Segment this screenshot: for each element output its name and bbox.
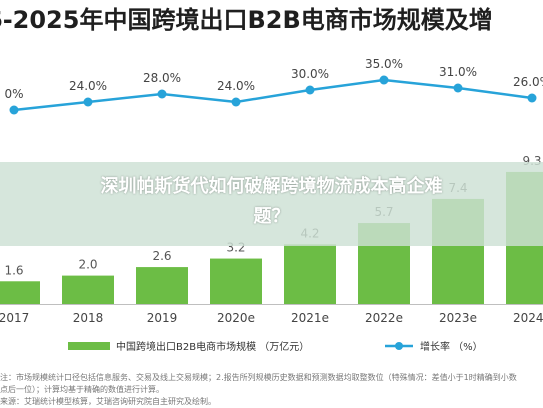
growth-line-layer [9,75,537,115]
bar-2017 [0,281,40,304]
growth-value-label: 26.0% [513,75,543,89]
bar-value-label: 1.6 [4,263,23,277]
legend-line-label: 增长率 （%） [420,340,483,353]
x-tick-label: 2023e [439,311,477,325]
bar-2021e [284,244,336,304]
bar-2020e [210,258,262,304]
growth-labels-layer: 0% 24.0% 28.0% 24.0% 30.0% 35.0% 31.0% 26.0% [4,57,543,101]
growth-value-label: 24.0% [217,79,255,93]
x-tick-label: 2018 [73,311,104,325]
article-title-overlay [0,162,543,246]
growth-point-2020e [231,97,241,107]
legend-line-marker [395,342,403,350]
growth-point-2021e [305,85,315,95]
chart-title: 6-2025年中国跨境出口B2B电商市场规模及增 [0,6,493,34]
growth-value-label: 24.0% [69,79,107,93]
growth-point-2017 [9,105,19,115]
growth-point-2024e [527,93,537,103]
article-title-line-1: 深圳帕斯货代如何破解跨境物流成本高企难 [100,176,443,197]
article-title-line-2: 题？ [253,206,290,227]
growth-value-label: 35.0% [365,57,403,71]
footnote-line-2: 点后一位）；计算均基于精确的数值进行计算。 [0,385,164,394]
article-title: 深圳帕斯货代如何破解跨境物流成本高企难 题？ [0,172,543,232]
legend-bar-label: 中国跨境出口B2B电商市场规模 （万亿元） [116,340,309,353]
x-tick-label: 2022e [365,311,403,325]
footnote-line-1: 注：市场规模统计口径包括信息服务、交易及线上交易规模；2.报告所列规模历史数据和… [0,373,517,382]
growth-value-label: 30.0% [291,67,329,81]
chart-footnote: 注：市场规模统计口径包括信息服务、交易及线上交易规模；2.报告所列规模历史数据和… [0,372,543,408]
x-tick-label: 2017 [0,311,29,325]
x-tick-label: 2024e [513,311,543,325]
x-tick-label: 2019 [147,311,178,325]
growth-point-2018 [83,97,93,107]
x-tick-labels: 2017 2018 2019 2020e 2021e 2022e 2023e 2024e [0,311,543,325]
legend-bar-swatch [68,342,110,350]
growth-point-2019 [157,89,167,99]
growth-value-label: 0% [4,87,23,101]
legend: 中国跨境出口B2B电商市场规模 （万亿元） 增长率 （%） [68,340,483,353]
bar-2018 [62,275,114,304]
growth-point-2023e [453,83,463,93]
footnote-line-3: 来源：艾瑞统计模型核算，艾瑞咨询研究院自主研究及绘制。 [0,397,216,406]
bar-value-label: 2.0 [78,258,97,272]
growth-point-2022e [379,75,389,85]
growth-line [13,78,533,112]
growth-value-label: 28.0% [143,71,181,85]
bar-2019 [136,267,188,304]
growth-value-label: 31.0% [439,65,477,79]
bar-value-label: 2.6 [152,249,171,263]
x-tick-label: 2020e [217,311,255,325]
x-tick-label: 2021e [291,311,329,325]
